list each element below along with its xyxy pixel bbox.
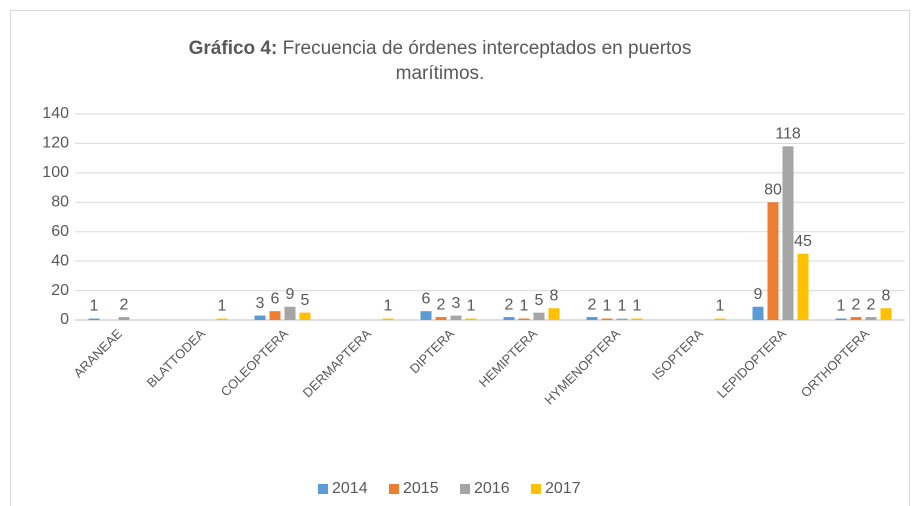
bar: [586, 317, 598, 320]
bar: [118, 317, 130, 320]
data-label: 5: [301, 292, 310, 309]
data-label: 1: [218, 298, 227, 315]
title-prefix: Gráfico 4:: [188, 38, 278, 59]
bar: [88, 318, 100, 320]
y-tick-label: 20: [51, 282, 69, 299]
data-label: 8: [882, 287, 891, 304]
data-label: 8: [550, 287, 559, 304]
legend-label: 2015: [403, 480, 439, 497]
data-label: 2: [437, 296, 446, 313]
bar: [797, 253, 809, 320]
data-label: 3: [452, 295, 461, 312]
legend-swatch: [460, 484, 470, 494]
title-text: Frecuencia de órdenes interceptados en p…: [282, 38, 692, 84]
bar: [548, 308, 560, 320]
data-label: 1: [90, 298, 99, 315]
y-tick-label: 0: [60, 311, 69, 328]
y-tick-label: 120: [42, 135, 69, 152]
bar: [299, 312, 311, 320]
bar: [782, 146, 794, 320]
bar: [865, 317, 877, 320]
data-label: 9: [286, 286, 295, 303]
data-label: 1: [467, 298, 476, 315]
x-tick-label: ISOPTERA: [649, 326, 706, 383]
data-label: 1: [520, 298, 529, 315]
bar: [616, 318, 628, 320]
data-label: 6: [271, 290, 280, 307]
bar: [465, 318, 477, 320]
x-tick-label: ARANEAE: [71, 326, 126, 381]
bar: [503, 317, 515, 320]
bar: [518, 318, 530, 320]
data-label: 80: [764, 182, 782, 199]
bar: [216, 318, 228, 320]
bar: [601, 318, 613, 320]
bar: [269, 311, 281, 320]
x-tick-label: HEMIPTERA: [476, 326, 540, 390]
data-label: 3: [256, 295, 265, 312]
bar: [382, 318, 394, 320]
data-label: 45: [794, 233, 812, 250]
data-label: 2: [588, 296, 597, 313]
data-label: 1: [384, 298, 393, 315]
bar: [284, 306, 296, 320]
legend-label: 2014: [332, 480, 368, 497]
bar: [254, 315, 266, 320]
chart-frame: [10, 10, 910, 506]
bar: [835, 318, 847, 320]
data-label: 118: [775, 126, 801, 143]
data-label: 1: [603, 298, 612, 315]
y-tick-label: 100: [42, 164, 69, 181]
legend-swatch: [318, 484, 328, 494]
bar: [880, 308, 892, 320]
y-tick-label: 40: [51, 252, 69, 269]
bar: [420, 311, 432, 320]
x-tick-label: DIPTERA: [407, 326, 458, 377]
data-label: 2: [505, 296, 514, 313]
data-label: 2: [852, 296, 861, 313]
data-label: 9: [754, 286, 763, 303]
data-label: 1: [618, 298, 627, 315]
bar: [533, 312, 545, 320]
y-tick-label: 60: [51, 223, 69, 240]
x-tick-label: HYMENOPTERA: [541, 326, 623, 408]
legend-label: 2016: [474, 480, 510, 497]
x-tick-label: ORTHOPTERA: [798, 326, 873, 401]
data-label: 1: [633, 298, 642, 315]
y-tick-label: 140: [42, 105, 69, 122]
bar: [767, 202, 779, 320]
x-tick-label: DERMAPTERA: [300, 326, 375, 401]
data-label: 2: [120, 296, 129, 313]
x-tick-label: COLEOPTERA: [218, 326, 292, 400]
data-label: 5: [535, 292, 544, 309]
data-label: 1: [716, 298, 725, 315]
bar: [752, 306, 764, 320]
bar: [435, 317, 447, 320]
legend-label: 2017: [545, 480, 581, 497]
x-tick-label: BLATTODEA: [144, 326, 209, 391]
bar: [714, 318, 726, 320]
bar: [631, 318, 643, 320]
y-tick-label: 80: [51, 194, 69, 211]
chart-title: Gráfico 4: Frecuencia de órdenes interce…: [170, 36, 710, 86]
legend-swatch: [389, 484, 399, 494]
data-label: 6: [422, 290, 431, 307]
data-label: 1: [837, 298, 846, 315]
bar: [450, 315, 462, 320]
x-tick-label: LEPIDOPTERA: [714, 326, 789, 401]
legend-swatch: [531, 484, 541, 494]
bar: [850, 317, 862, 320]
data-label: 2: [867, 296, 876, 313]
